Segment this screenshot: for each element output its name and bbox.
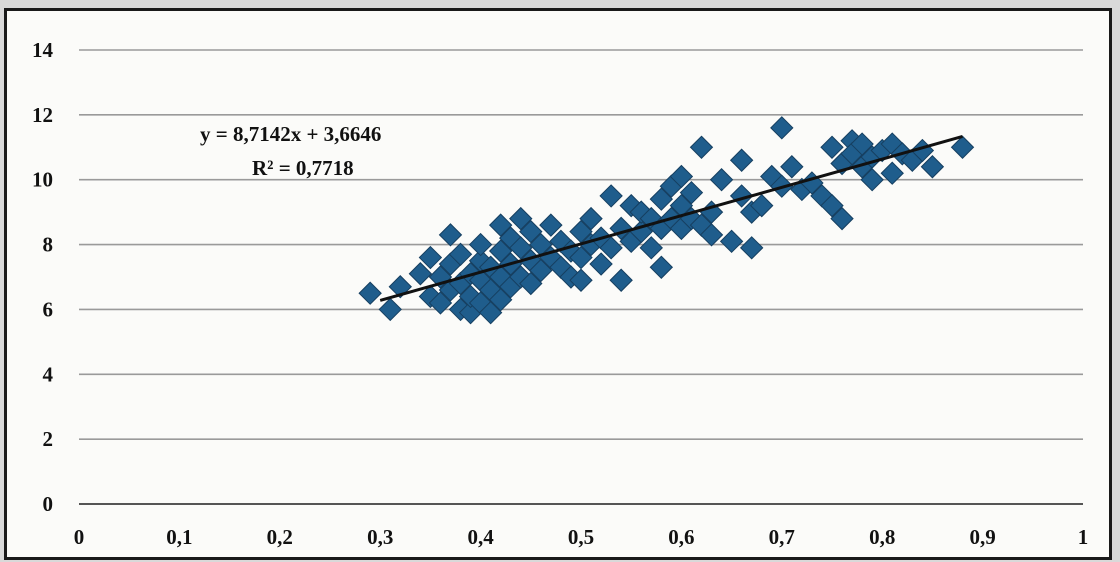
data-point xyxy=(920,155,945,179)
data-point xyxy=(468,232,493,257)
data-point xyxy=(699,223,724,247)
data-point xyxy=(860,168,884,192)
data-point xyxy=(599,184,623,208)
y-tick-label: 2 xyxy=(43,427,54,451)
data-point xyxy=(679,180,704,205)
trendline xyxy=(379,135,963,302)
x-tick-label: 1 xyxy=(1078,525,1089,549)
data-point xyxy=(729,148,754,172)
data-point xyxy=(519,219,543,244)
data-point xyxy=(589,252,613,276)
data-point xyxy=(950,135,975,159)
data-point xyxy=(820,135,844,159)
data-point xyxy=(478,300,503,325)
data-point xyxy=(418,245,443,270)
x-tick-label: 0 xyxy=(74,525,85,549)
x-tick-label: 0,8 xyxy=(869,525,895,549)
y-tick-label: 12 xyxy=(32,103,53,127)
data-point xyxy=(519,271,543,296)
trendline-r-squared: R² = 0,7718 xyxy=(252,156,354,180)
data-point xyxy=(669,164,694,189)
y-tick-label: 4 xyxy=(43,362,54,386)
data-point xyxy=(569,268,593,292)
data-point xyxy=(719,229,744,254)
data-point xyxy=(579,206,603,231)
x-tick-label: 0,7 xyxy=(769,525,795,549)
y-tick-label: 10 xyxy=(32,168,53,192)
data-point xyxy=(880,161,904,185)
data-point xyxy=(529,258,553,283)
x-tick-label: 0,3 xyxy=(367,525,393,549)
data-point xyxy=(358,281,382,305)
data-point xyxy=(599,236,623,260)
x-tick-label: 0,5 xyxy=(568,525,594,549)
data-point xyxy=(750,193,774,218)
data-point xyxy=(488,213,513,237)
data-point xyxy=(378,297,402,322)
data-point xyxy=(649,255,674,279)
data-point xyxy=(830,206,854,231)
gridlines xyxy=(79,49,1083,440)
data-point xyxy=(438,223,463,247)
x-tick-label: 0,9 xyxy=(969,525,995,549)
y-axis-ticks: 0 2 4 6 8 10 12 14 xyxy=(32,38,54,516)
data-point xyxy=(649,187,674,211)
y-tick-label: 6 xyxy=(43,297,54,321)
data-point xyxy=(689,135,714,159)
y-tick-label: 8 xyxy=(43,233,54,257)
data-point xyxy=(509,206,533,231)
data-point xyxy=(770,116,794,140)
x-tick-label: 0,2 xyxy=(267,525,293,549)
data-point xyxy=(569,245,593,270)
data-point xyxy=(509,236,533,260)
data-point xyxy=(639,236,663,260)
data-point xyxy=(609,268,633,292)
data-point xyxy=(739,236,764,260)
x-axis-ticks: 0 0,1 0,2 0,3 0,4 0,5 0,6 0,7 0,8 0,9 1 xyxy=(74,525,1089,549)
data-point xyxy=(820,193,844,218)
data-point xyxy=(709,168,734,192)
data-point xyxy=(488,287,513,312)
chart-frame xyxy=(4,8,1112,560)
x-tick-label: 0,1 xyxy=(166,525,192,549)
y-tick-label: 14 xyxy=(32,38,54,62)
data-point xyxy=(408,262,433,286)
data-point xyxy=(488,239,513,263)
data-point xyxy=(850,132,874,156)
x-tick-label: 0,4 xyxy=(467,525,494,549)
y-tick-label: 0 xyxy=(43,492,54,516)
data-point xyxy=(539,213,563,237)
x-tick-label: 0,6 xyxy=(668,525,694,549)
data-point xyxy=(428,291,453,315)
data-point xyxy=(780,155,804,179)
trendline-equation: y = 8,7142x + 3,6646 xyxy=(200,122,381,146)
data-point xyxy=(448,242,473,267)
